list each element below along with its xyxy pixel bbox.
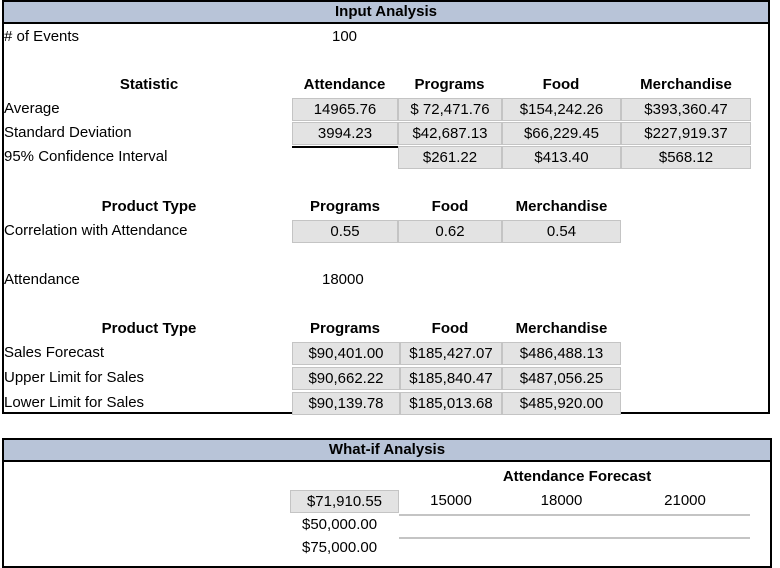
corr-merchandise[interactable]: 0.54 xyxy=(502,220,621,243)
what-if-cell-r1-c2[interactable] xyxy=(503,514,620,516)
sales-forecast-merchandise[interactable]: $486,488.13 xyxy=(502,342,621,365)
upper-limit-label: Upper Limit for Sales xyxy=(4,369,145,386)
what-if-cell-r2-c3[interactable] xyxy=(620,537,750,539)
corr-col-programs: Programs xyxy=(309,198,381,215)
what-if-cell-r2-c2[interactable] xyxy=(503,537,620,539)
what-if-row-75000[interactable]: $75,000.00 xyxy=(302,539,378,556)
what-if-corner-value[interactable]: $71,910.55 xyxy=(290,490,399,513)
lower-limit-merchandise[interactable]: $485,920.00 xyxy=(502,392,621,415)
sales-forecast-food[interactable]: $185,427.07 xyxy=(400,342,502,365)
stat-average-food[interactable]: $154,242.26 xyxy=(502,98,621,121)
attendance-label: Attendance xyxy=(4,271,80,288)
what-if-col-18000[interactable]: 18000 xyxy=(540,492,583,509)
statistic-header: Statistic xyxy=(119,76,179,93)
stat-average-programs[interactable]: $ 72,471.76 xyxy=(398,98,502,121)
events-label: # of Events xyxy=(4,28,80,45)
correlation-product-type-header: Product Type xyxy=(101,198,197,215)
fc-col-food: Food xyxy=(431,320,469,337)
stat-col-food: Food xyxy=(542,76,580,93)
stat-col-merchandise: Merchandise xyxy=(640,76,732,93)
lower-limit-programs[interactable]: $90,139.78 xyxy=(292,392,400,415)
what-if-analysis-panel: What-if Analysis Attendance Forecast $71… xyxy=(2,438,772,568)
stat-row-average-label: Average xyxy=(4,100,60,117)
corr-programs[interactable]: 0.55 xyxy=(292,220,398,243)
stat-stddev-merchandise[interactable]: $227,919.37 xyxy=(621,122,751,145)
what-if-cell-r1-c3[interactable] xyxy=(620,514,750,516)
stat-average-merchandise[interactable]: $393,360.47 xyxy=(621,98,751,121)
what-if-row-50000[interactable]: $50,000.00 xyxy=(302,516,378,533)
sales-forecast-programs[interactable]: $90,401.00 xyxy=(292,342,400,365)
stat-col-programs: Programs xyxy=(414,76,485,93)
lower-limit-food[interactable]: $185,013.68 xyxy=(400,392,502,415)
stat-ci-attendance-redacted[interactable] xyxy=(292,146,398,148)
stat-row-stddev-label: Standard Deviation xyxy=(4,124,132,141)
corr-col-merchandise: Merchandise xyxy=(515,198,608,215)
input-analysis-title: Input Analysis xyxy=(4,2,768,24)
stat-ci-programs[interactable]: $261.22 xyxy=(398,146,502,169)
what-if-cell-r1-c1[interactable] xyxy=(399,514,503,516)
stat-ci-food[interactable]: $413.40 xyxy=(502,146,621,169)
upper-limit-programs[interactable]: $90,662.22 xyxy=(292,367,400,390)
attendance-forecast-label: Attendance Forecast xyxy=(502,468,652,485)
stat-average-attendance[interactable]: 14965.76 xyxy=(292,98,398,121)
fc-col-merchandise: Merchandise xyxy=(515,320,608,337)
sales-forecast-label: Sales Forecast xyxy=(4,344,105,361)
attendance-value[interactable]: 18000 xyxy=(322,271,364,288)
correlation-label: Correlation with Attendance xyxy=(4,222,188,239)
upper-limit-merchandise[interactable]: $487,056.25 xyxy=(502,367,621,390)
stat-ci-merchandise[interactable]: $568.12 xyxy=(621,146,751,169)
corr-food[interactable]: 0.62 xyxy=(398,220,502,243)
corr-col-food: Food xyxy=(431,198,469,215)
what-if-analysis-title: What-if Analysis xyxy=(4,440,770,462)
stat-col-attendance: Attendance xyxy=(303,76,386,93)
what-if-cell-r2-c1[interactable] xyxy=(399,537,503,539)
stat-stddev-programs[interactable]: $42,687.13 xyxy=(398,122,502,145)
fc-col-programs: Programs xyxy=(309,320,381,337)
what-if-col-15000[interactable]: 15000 xyxy=(430,492,472,509)
stat-row-ci-label: 95% Confidence Interval xyxy=(4,148,168,165)
stat-stddev-food[interactable]: $66,229.45 xyxy=(502,122,621,145)
events-value[interactable]: 100 xyxy=(332,28,358,45)
what-if-col-21000[interactable]: 21000 xyxy=(664,492,706,509)
input-analysis-panel: Input Analysis # of Events 100 Statistic… xyxy=(2,0,770,415)
stat-stddev-attendance[interactable]: 3994.23 xyxy=(292,122,398,145)
upper-limit-food[interactable]: $185,840.47 xyxy=(400,367,502,390)
lower-limit-label: Lower Limit for Sales xyxy=(4,394,145,411)
forecast-product-type-header: Product Type xyxy=(101,320,197,337)
